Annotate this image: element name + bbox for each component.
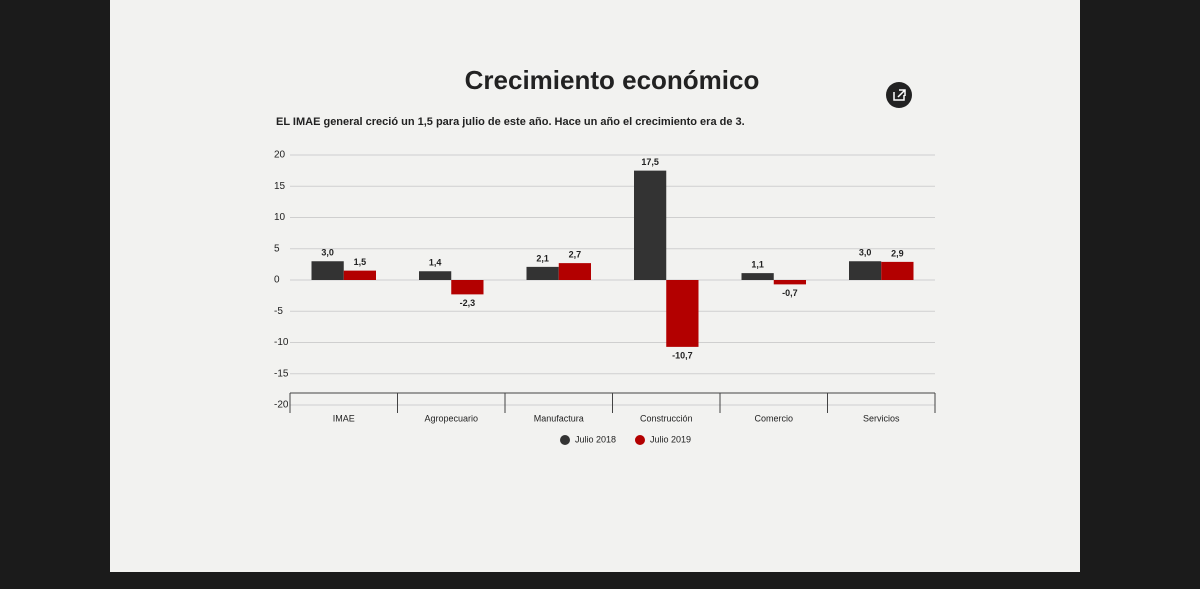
value-label: -0,7 <box>782 288 798 298</box>
legend-swatch <box>635 435 645 445</box>
y-tick-label: 15 <box>274 181 286 192</box>
legend-label: Julio 2018 <box>575 434 616 444</box>
value-label: -10,7 <box>672 350 693 360</box>
chart-subtitle: EL IMAE general creció un 1,5 para julio… <box>276 116 745 128</box>
x-tick-label: Comercio <box>754 413 793 423</box>
chart-title: Crecimiento económico <box>465 65 760 95</box>
y-tick-label: 0 <box>274 275 280 286</box>
y-tick-label: -10 <box>274 337 289 348</box>
bar <box>741 273 774 280</box>
y-tick-label: 10 <box>274 212 286 223</box>
bar <box>881 261 914 280</box>
y-tick-label: 5 <box>274 243 280 254</box>
screen-area <box>110 0 1080 572</box>
bar <box>666 280 699 347</box>
bar <box>773 280 806 285</box>
legend-swatch <box>560 435 570 445</box>
value-label: 1,1 <box>751 260 764 270</box>
y-tick-label: -5 <box>274 306 283 317</box>
y-tick-label: 20 <box>274 150 286 161</box>
value-label: 17,5 <box>641 157 659 167</box>
x-tick-label: Manufactura <box>534 413 584 423</box>
value-label: 2,1 <box>536 253 549 263</box>
bar <box>311 261 344 280</box>
x-tick-label: IMAE <box>333 413 355 423</box>
value-label: -2,3 <box>460 298 476 308</box>
legend-label: Julio 2019 <box>650 434 691 444</box>
value-label: 2,9 <box>891 248 904 258</box>
value-label: 2,7 <box>569 250 582 260</box>
bar <box>451 280 484 295</box>
share-button[interactable] <box>886 82 912 108</box>
bar <box>343 270 376 280</box>
x-tick-label: Servicios <box>863 413 900 423</box>
bar <box>634 170 667 280</box>
value-label: 3,0 <box>859 248 872 258</box>
bar <box>526 266 559 280</box>
x-tick-label: Agropecuario <box>424 413 478 423</box>
value-label: 1,5 <box>354 257 367 267</box>
bar <box>849 261 882 280</box>
bar <box>558 263 591 280</box>
y-tick-label: -20 <box>274 400 289 411</box>
value-label: 1,4 <box>429 258 442 268</box>
share-glyph[interactable] <box>893 89 906 101</box>
y-tick-label: -15 <box>274 368 289 379</box>
x-tick-label: Construcción <box>640 413 693 423</box>
value-label: 3,0 <box>321 248 334 258</box>
bar <box>419 271 452 280</box>
